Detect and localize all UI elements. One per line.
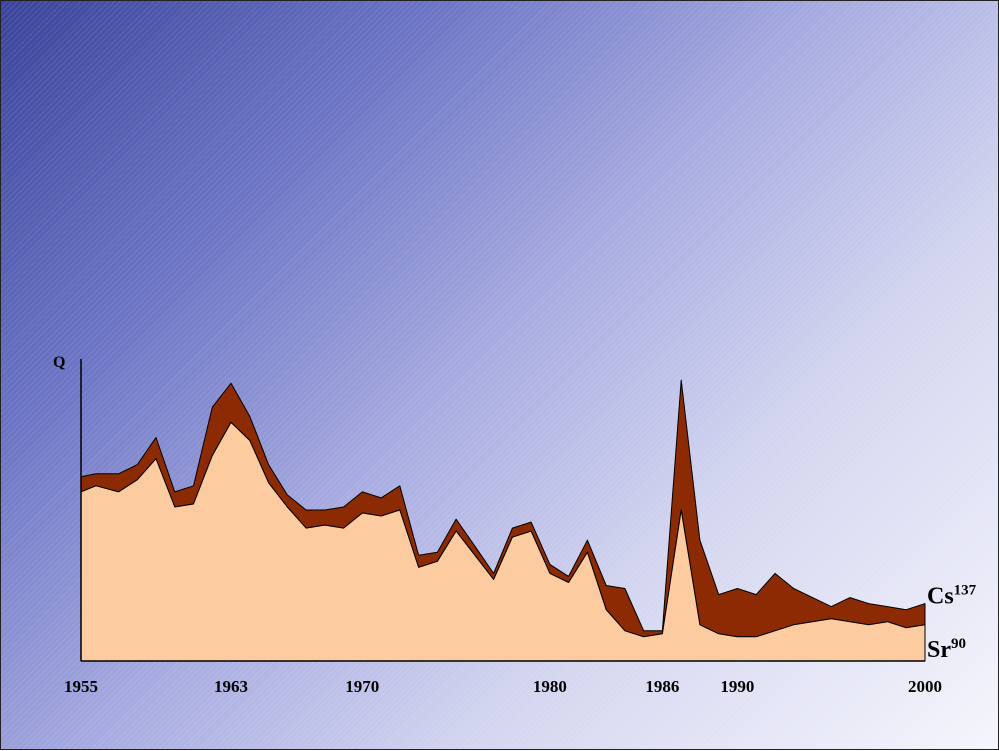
x-tick-labels: 1955 1963 1970 1980 1986 1990 2000 — [64, 677, 942, 696]
series-areas — [80, 379, 926, 662]
series-label-sr90: Sr90 — [927, 636, 966, 663]
x-tick-label-1986: 1986 — [645, 677, 679, 696]
x-tick-label-1990: 1990 — [720, 677, 754, 696]
x-tick-label-1955: 1955 — [64, 677, 98, 696]
series-labels: Sr90 Cs137 — [927, 583, 977, 663]
x-tick-label-1963: 1963 — [214, 677, 248, 696]
x-tick-label-2000: 2000 — [908, 677, 942, 696]
x-tick-label-1970: 1970 — [345, 677, 379, 696]
series-label-cs137: Cs137 — [927, 583, 977, 610]
y-axis-label: Q — [53, 354, 65, 371]
x-tick-label-1980: 1980 — [533, 677, 567, 696]
